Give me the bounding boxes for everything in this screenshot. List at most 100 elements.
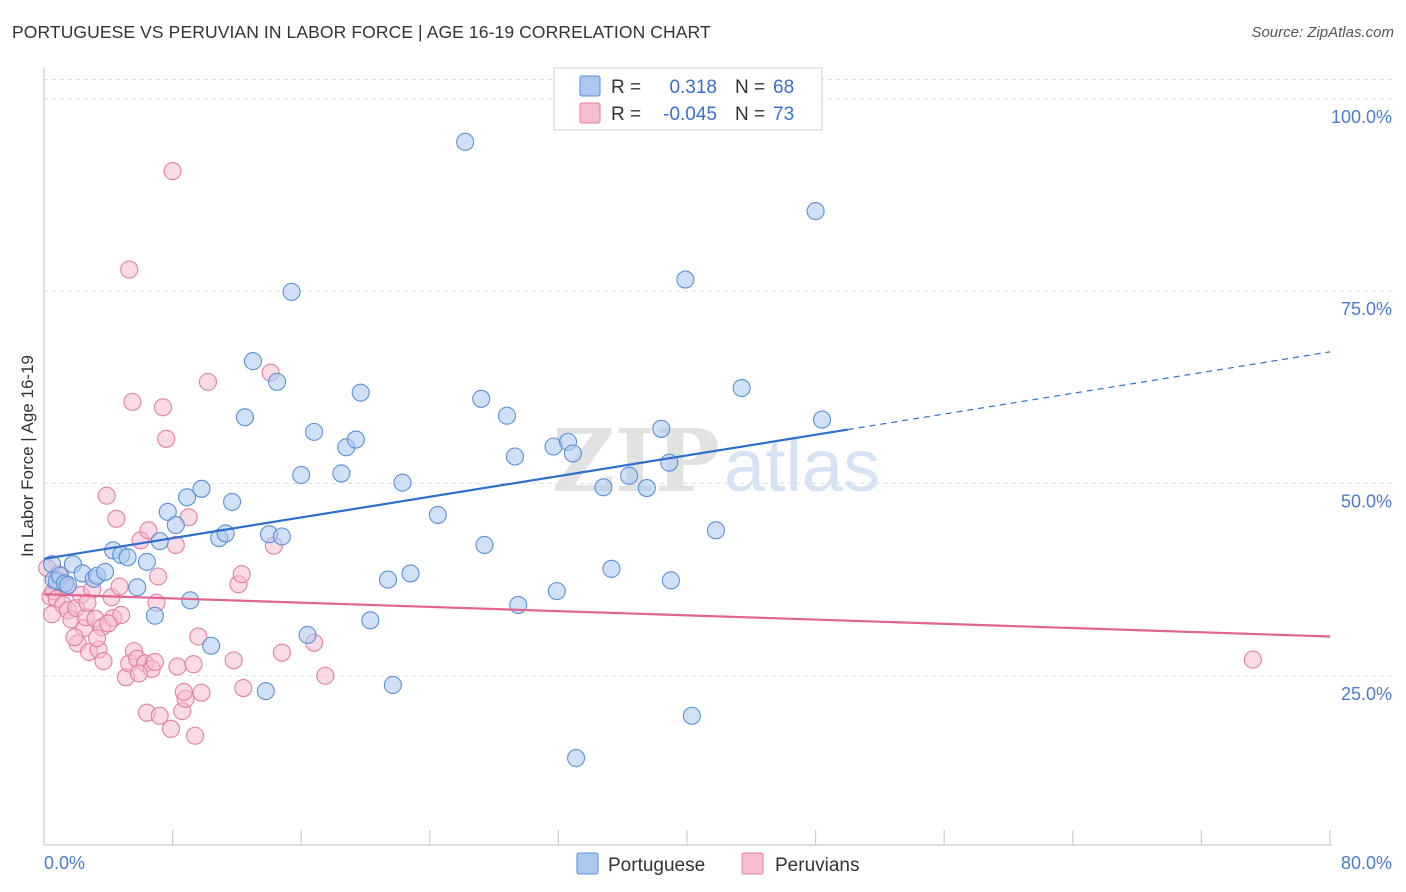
- peruvians-point: [97, 486, 116, 505]
- series-portuguese-points: [42, 132, 832, 768]
- x-axis-ticks: [172, 830, 1331, 845]
- x-tick-label-left: 0.0%: [44, 853, 85, 873]
- bottom-legend-portuguese: Portuguese: [608, 855, 705, 876]
- portuguese-point: [497, 406, 517, 425]
- portuguese-point: [378, 570, 398, 589]
- portuguese-point: [732, 378, 751, 398]
- portuguese-point: [682, 706, 701, 725]
- bottom-swatch-portuguese: [576, 852, 599, 875]
- portuguese-point: [178, 488, 197, 507]
- peruvians-point: [123, 392, 142, 411]
- portuguese-point: [428, 505, 447, 525]
- peruvians-point: [174, 682, 193, 701]
- portuguese-point: [351, 383, 370, 402]
- peruvians-point: [186, 726, 205, 745]
- portuguese-point: [235, 408, 254, 427]
- peruvians-point: [192, 683, 211, 702]
- portuguese-point: [806, 202, 825, 221]
- peruvians-point: [129, 664, 148, 683]
- peruvians-point: [149, 567, 168, 586]
- y-tick-label-100: 100.0%: [1331, 107, 1392, 127]
- portuguese-point: [652, 419, 671, 438]
- trend-line-portuguese: [43, 428, 848, 560]
- y-axis-title: In Labor Force | Age 16-19: [18, 355, 37, 557]
- peruvians-point: [112, 605, 131, 625]
- peruvians-point: [1243, 650, 1262, 669]
- legend-r-label-1: R =: [611, 77, 641, 98]
- portuguese-point: [547, 582, 566, 601]
- bottom-swatch-peruvians: [741, 852, 764, 875]
- portuguese-point: [361, 611, 380, 630]
- legend-n-value-2: 73: [773, 104, 794, 125]
- portuguese-point: [567, 749, 586, 768]
- peruvians-point: [65, 628, 84, 647]
- peruvians-point: [153, 398, 173, 417]
- portuguese-point: [118, 548, 137, 567]
- portuguese-point: [393, 473, 412, 492]
- legend-n-value-1: 68: [773, 77, 794, 98]
- portuguese-point: [706, 521, 725, 540]
- peruvians-point: [232, 565, 251, 584]
- trend-line-peruvians: [43, 593, 1331, 638]
- peruvians-point: [139, 521, 158, 540]
- legend-r-label-2: R =: [611, 104, 641, 125]
- peruvians-point: [94, 652, 113, 671]
- watermark: ZIP atlas: [552, 411, 880, 512]
- y-axis-tick-labels: 100.0% 75.0% 50.0% 25.0%: [1331, 107, 1392, 704]
- portuguese-point: [472, 389, 491, 408]
- peruvians-point: [157, 429, 176, 448]
- peruvians-point: [189, 627, 208, 646]
- portuguese-point: [137, 552, 156, 571]
- portuguese-point: [158, 502, 177, 521]
- portuguese-point: [401, 564, 420, 583]
- portuguese-point: [456, 132, 475, 151]
- portuguese-point: [620, 466, 639, 485]
- portuguese-point: [223, 492, 242, 511]
- portuguese-point: [216, 524, 235, 543]
- peruvians-point: [224, 651, 243, 670]
- peruvians-point: [168, 657, 187, 676]
- chart-source: Source: ZipAtlas.com: [1251, 24, 1394, 41]
- peruvians-point: [99, 614, 118, 633]
- peruvians-point: [163, 162, 182, 181]
- portuguese-point: [59, 575, 78, 595]
- portuguese-point: [166, 515, 185, 535]
- legend-r-value-2: -0.045: [663, 104, 717, 125]
- portuguese-point: [676, 270, 695, 289]
- legend-n-label-1: N =: [735, 77, 765, 98]
- peruvians-point: [110, 577, 129, 596]
- peruvians-point: [316, 666, 335, 685]
- portuguese-point: [661, 571, 680, 590]
- portuguese-point: [812, 410, 832, 429]
- portuguese-point: [192, 479, 211, 498]
- bottom-legend-peruvians: Peruvians: [775, 855, 860, 876]
- stats-legend: R = 0.318 N = 68 R = -0.045 N = 73: [553, 67, 823, 131]
- x-tick-label-right: 80.0%: [1341, 853, 1392, 873]
- portuguese-point: [563, 444, 582, 463]
- y-tick-label-75: 75.0%: [1341, 299, 1392, 319]
- trend-lines: [43, 351, 1331, 638]
- peruvians-point: [184, 655, 203, 674]
- peruvians-point: [272, 643, 291, 662]
- portuguese-point: [128, 578, 147, 597]
- peruvians-point: [198, 372, 218, 391]
- peruvians-point: [150, 706, 169, 725]
- portuguese-point: [145, 606, 164, 625]
- legend-swatch-peruvians: [579, 102, 601, 124]
- portuguese-point: [332, 464, 351, 483]
- portuguese-point: [298, 625, 317, 645]
- portuguese-point: [637, 478, 656, 498]
- legend-swatch-portuguese: [579, 75, 601, 97]
- portuguese-point: [505, 447, 525, 466]
- legend-n-label-2: N =: [735, 104, 765, 125]
- chart-title: PORTUGUESE VS PERUVIAN IN LABOR FORCE | …: [12, 22, 711, 42]
- y-tick-label-50: 50.0%: [1341, 491, 1392, 511]
- peruvians-point: [145, 652, 164, 671]
- portuguese-point: [202, 636, 221, 655]
- peruvians-point: [161, 719, 181, 738]
- peruvians-point: [234, 679, 253, 698]
- trend-line-portuguese-extension: [847, 351, 1331, 431]
- portuguese-point: [181, 591, 200, 610]
- portuguese-point: [96, 562, 115, 581]
